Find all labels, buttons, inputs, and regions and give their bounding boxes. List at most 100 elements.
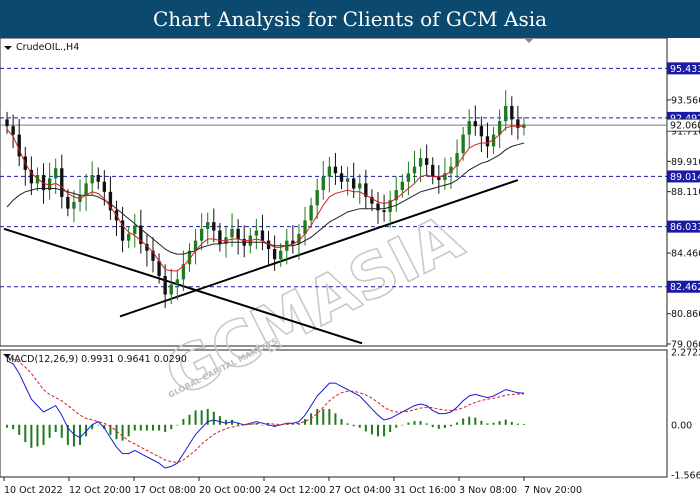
macd-histogram-bar bbox=[139, 424, 142, 431]
candle-body bbox=[145, 244, 149, 251]
candle-body bbox=[133, 225, 137, 234]
sma-slow-line bbox=[6, 142, 525, 255]
candle-body bbox=[11, 126, 15, 135]
macd-histogram-bar bbox=[18, 424, 21, 435]
time-tick-label: 24 Oct 12:00 bbox=[264, 485, 326, 496]
candle-body bbox=[272, 249, 277, 260]
price-level-label: 89.014 bbox=[670, 172, 700, 183]
macd-panel-frame bbox=[0, 349, 668, 478]
macd-histogram-bar bbox=[516, 423, 519, 425]
candle-body bbox=[461, 134, 465, 154]
macd-histogram-bar bbox=[170, 424, 173, 430]
price-tick-label: 93.560 bbox=[671, 95, 700, 106]
macd-tick-label: 0.00 bbox=[671, 420, 692, 431]
symbol-dropdown-icon[interactable] bbox=[4, 46, 12, 50]
candle-body bbox=[297, 233, 301, 245]
candle-body bbox=[84, 183, 88, 196]
candle-body bbox=[230, 228, 234, 238]
price-level-label: 82.462 bbox=[670, 282, 700, 293]
macd-histogram-bar bbox=[377, 424, 380, 437]
macd-histogram-bar bbox=[322, 408, 325, 425]
macd-histogram-bar bbox=[437, 424, 440, 429]
candle-body bbox=[236, 228, 240, 239]
macd-histogram-bar bbox=[456, 422, 459, 425]
candle-body bbox=[473, 121, 477, 127]
macd-histogram-bar bbox=[127, 424, 130, 437]
macd-histogram-bar bbox=[36, 424, 39, 447]
current-price-label: 92.060 bbox=[670, 121, 700, 132]
current-price-badge bbox=[666, 118, 700, 132]
candle-body bbox=[345, 178, 350, 182]
macd-histogram-bar bbox=[486, 423, 489, 425]
time-axis: 10 Oct 2022 12 Oct 20:00 17 Oct 08:00 20 Oc… bbox=[3, 477, 582, 496]
candle-body bbox=[29, 169, 34, 184]
price-levels bbox=[0, 67, 667, 288]
candle-body bbox=[382, 210, 386, 213]
time-tick-label: 20 Oct 00:00 bbox=[199, 485, 261, 496]
macd-histogram-bar bbox=[176, 424, 179, 426]
macd-tick-label: -1.5669 bbox=[671, 471, 700, 482]
candle-body bbox=[388, 200, 392, 213]
macd-histogram-bar bbox=[218, 416, 221, 425]
candle-body bbox=[199, 228, 204, 241]
candle-body bbox=[120, 220, 125, 241]
macd-histogram-bar bbox=[352, 424, 355, 427]
candle-body bbox=[418, 158, 423, 167]
candle-body bbox=[449, 166, 453, 174]
macd-histogram-bar bbox=[334, 413, 337, 425]
price-level-badge bbox=[667, 220, 700, 233]
candle-body bbox=[339, 173, 344, 182]
macd-histogram-bar bbox=[504, 419, 507, 425]
macd-histogram-bar bbox=[449, 424, 452, 427]
candle-body bbox=[333, 166, 338, 174]
macd-indicator bbox=[6, 357, 525, 469]
macd-histogram-bar bbox=[419, 421, 422, 425]
time-tick-label: 3 Nov 08:00 bbox=[459, 485, 517, 496]
time-tick-label: 27 Oct 04:00 bbox=[329, 485, 391, 496]
shift-marker-icon bbox=[524, 38, 534, 43]
macd-histogram-bar bbox=[267, 424, 270, 426]
candle-body bbox=[5, 119, 9, 127]
candle-body bbox=[60, 168, 64, 197]
macd-dropdown-icon[interactable] bbox=[3, 354, 11, 358]
candle-body bbox=[309, 205, 313, 221]
candle-body bbox=[376, 203, 380, 211]
candle-body bbox=[126, 233, 131, 241]
macd-tick-label: 2.2722 bbox=[671, 348, 700, 359]
price-axis: 93.560 91.710 89.910 88.110 84.460 80.860 79.0… bbox=[666, 62, 700, 482]
candle-body bbox=[139, 225, 143, 245]
candle-body bbox=[510, 105, 514, 120]
price-level-label: 86.033 bbox=[670, 222, 700, 233]
macd-histogram-bar bbox=[182, 419, 185, 425]
macd-histogram-bar bbox=[474, 417, 477, 425]
macd-histogram-bar bbox=[158, 424, 161, 431]
candle-body bbox=[193, 240, 198, 251]
candle-body bbox=[218, 230, 222, 245]
price-tick-label: 89.910 bbox=[671, 157, 700, 168]
candle-body bbox=[212, 222, 216, 231]
macd-histogram-bar bbox=[358, 424, 361, 428]
macd-histogram-bar bbox=[200, 410, 203, 425]
candle-body bbox=[400, 181, 405, 191]
macd-histogram-bar bbox=[255, 423, 258, 425]
macd-histogram-bar bbox=[121, 424, 124, 441]
macd-histogram-bar bbox=[510, 421, 513, 425]
candle-body bbox=[17, 134, 21, 157]
time-tick-label: 12 Oct 20:00 bbox=[69, 485, 131, 496]
candle-body bbox=[175, 279, 179, 285]
macd-histogram-bar bbox=[389, 424, 392, 433]
macd-histogram-bar bbox=[188, 414, 191, 425]
price-panel-title: CrudeOIL.,H4 bbox=[16, 42, 79, 53]
macd-panel-title: MACD(12,26,9) 0.9931 0.9641 0.0290 bbox=[6, 354, 187, 365]
macd-histogram-bar bbox=[328, 408, 331, 425]
macd-histogram-bar bbox=[291, 424, 294, 425]
macd-histogram-bar bbox=[164, 424, 167, 433]
price-tick-label: 79.060 bbox=[671, 340, 700, 351]
macd-histogram-bar bbox=[443, 424, 446, 428]
candle-body bbox=[279, 250, 283, 260]
macd-histogram-bar bbox=[97, 424, 100, 426]
macd-histogram-bar bbox=[194, 410, 197, 425]
trendline-support bbox=[119, 179, 519, 318]
macd-histogram-bar bbox=[145, 424, 148, 431]
chart-banner-title: Chart Analysis for Clients of GCM Asia bbox=[0, 0, 700, 38]
